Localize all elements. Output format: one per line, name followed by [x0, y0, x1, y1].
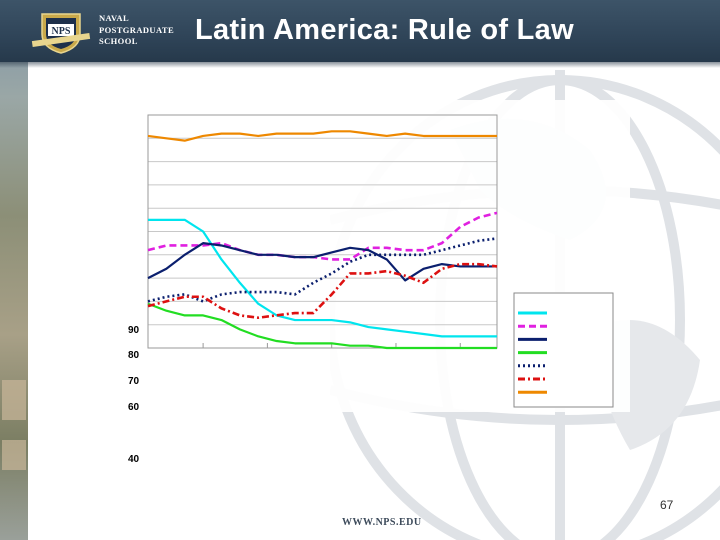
- slide-title: Latin America: Rule of Law: [195, 14, 574, 46]
- campus-photo-strip: [0, 0, 28, 540]
- logo-text: NPS: [52, 26, 71, 37]
- slide-header: [0, 0, 720, 62]
- y-tick-label: 90: [128, 325, 140, 336]
- series-line-3: [147, 242, 497, 282]
- slide-number: 67: [660, 498, 674, 512]
- series-line-1: [148, 218, 497, 338]
- series-lines: [147, 130, 498, 350]
- series-line-7: [147, 130, 497, 142]
- legend-box: [513, 292, 614, 408]
- footer-url: WWW.NPS.EDU: [342, 517, 422, 528]
- series-line-4: [147, 302, 497, 350]
- school-name: NAVAL POSTGRADUATE SCHOOL: [99, 13, 174, 48]
- series-line-2: [147, 211, 498, 261]
- y-tick-label: 60: [128, 402, 140, 413]
- legend: [518, 311, 547, 394]
- school-line-2: POSTGRADUATE: [99, 24, 175, 35]
- school-line-3: SCHOOL: [99, 36, 138, 46]
- nps-crest-logo: NPS: [31, 13, 91, 54]
- plot-area: [147, 114, 498, 349]
- y-tick-label: 80: [128, 350, 140, 361]
- y-tick-labels: 90 80 70 60 40: [128, 325, 140, 465]
- y-tick-label: 40: [128, 454, 140, 465]
- school-line-1: NAVAL: [99, 13, 130, 23]
- y-tick-label: 70: [128, 376, 140, 387]
- series-line-5: [147, 237, 498, 303]
- series-line-6: [147, 262, 498, 320]
